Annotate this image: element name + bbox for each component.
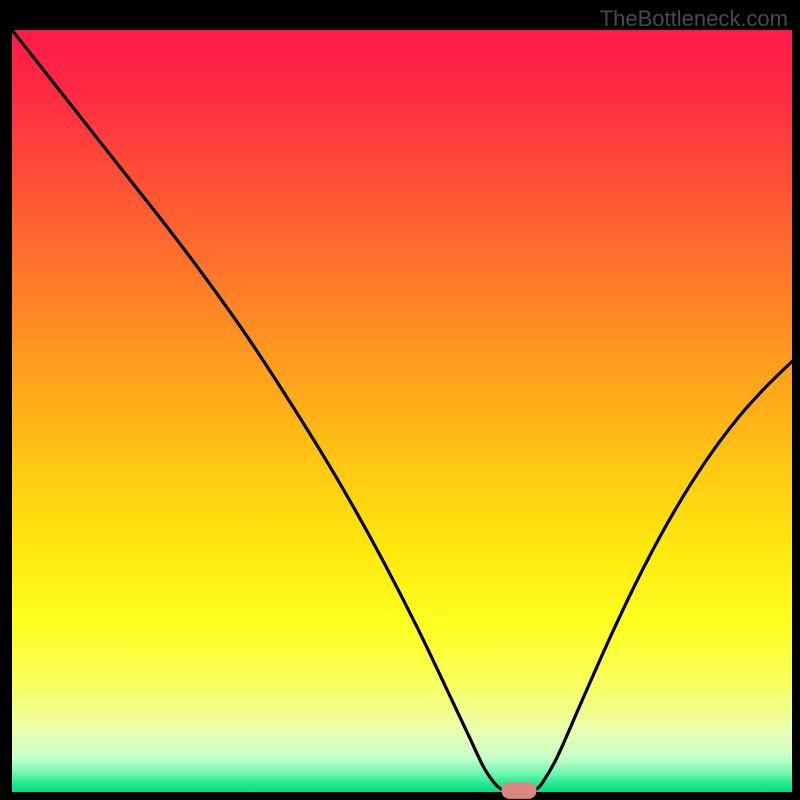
plot-background [12,30,792,792]
bottleneck-chart: TheBottleneck.com [0,0,800,800]
chart-svg [0,0,800,800]
watermark-text: TheBottleneck.com [600,6,788,32]
minimum-marker [501,782,536,799]
